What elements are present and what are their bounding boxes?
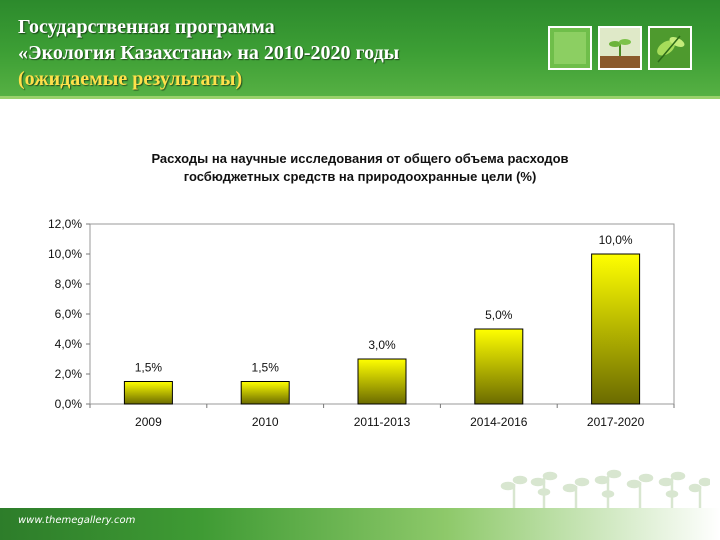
data-label: 1,5% <box>252 361 280 375</box>
title-line-3: (ожидаемые результаты) <box>18 68 243 90</box>
title-line-2: «Экология Казахстана» на 2010-2020 годы <box>18 42 400 64</box>
y-tick-label: 2,0% <box>55 367 83 381</box>
bar <box>591 253 641 405</box>
green-leaves-icon <box>648 26 692 70</box>
header-thumbnails <box>548 26 692 70</box>
green-square-thumbnail-icon <box>548 26 592 70</box>
x-tick-label: 2010 <box>252 415 279 429</box>
header-divider <box>0 96 720 99</box>
y-tick-label: 0,0% <box>55 397 83 411</box>
chart-title: Расходы на научные исследования от общег… <box>30 150 690 186</box>
footer-url: www.themegallery.com <box>18 515 136 526</box>
x-tick-label: 2011-2013 <box>354 415 411 429</box>
chart-title-line-2: госбюджетных средств на природоохранные … <box>183 169 537 184</box>
x-tick-label: 2014-2016 <box>470 415 528 429</box>
sprout-pattern-icon <box>500 469 710 512</box>
bar <box>123 381 173 405</box>
chart-title-line-1: Расходы на научные исследования от общег… <box>151 151 569 166</box>
x-tick-label: 2009 <box>135 415 162 429</box>
data-label: 5,0% <box>485 308 513 322</box>
bar <box>240 381 290 405</box>
y-tick-label: 4,0% <box>55 337 83 351</box>
bar <box>474 328 524 405</box>
data-label: 10,0% <box>599 233 633 247</box>
data-label: 3,0% <box>368 338 396 352</box>
page-title: Государственная программа «Экология Каза… <box>18 14 538 92</box>
footer-band <box>0 508 720 540</box>
title-line-1: Государственная программа <box>18 16 275 38</box>
seedling-in-soil-icon <box>598 26 642 70</box>
data-label: 1,5% <box>135 361 163 375</box>
bar-chart: 0,0% 2,0% 4,0% 6,0% 8,0% 10,0% 12,0% 1,5% 2009 1,… <box>48 217 675 429</box>
x-tick-label: 2017-2020 <box>587 415 645 429</box>
y-tick-label: 8,0% <box>55 277 83 291</box>
y-tick-label: 6,0% <box>55 307 83 321</box>
y-tick-label: 10,0% <box>48 247 82 261</box>
bar <box>357 358 407 405</box>
y-tick-label: 12,0% <box>48 217 82 231</box>
chart-area: Расходы на научные исследования от общег… <box>30 138 690 444</box>
